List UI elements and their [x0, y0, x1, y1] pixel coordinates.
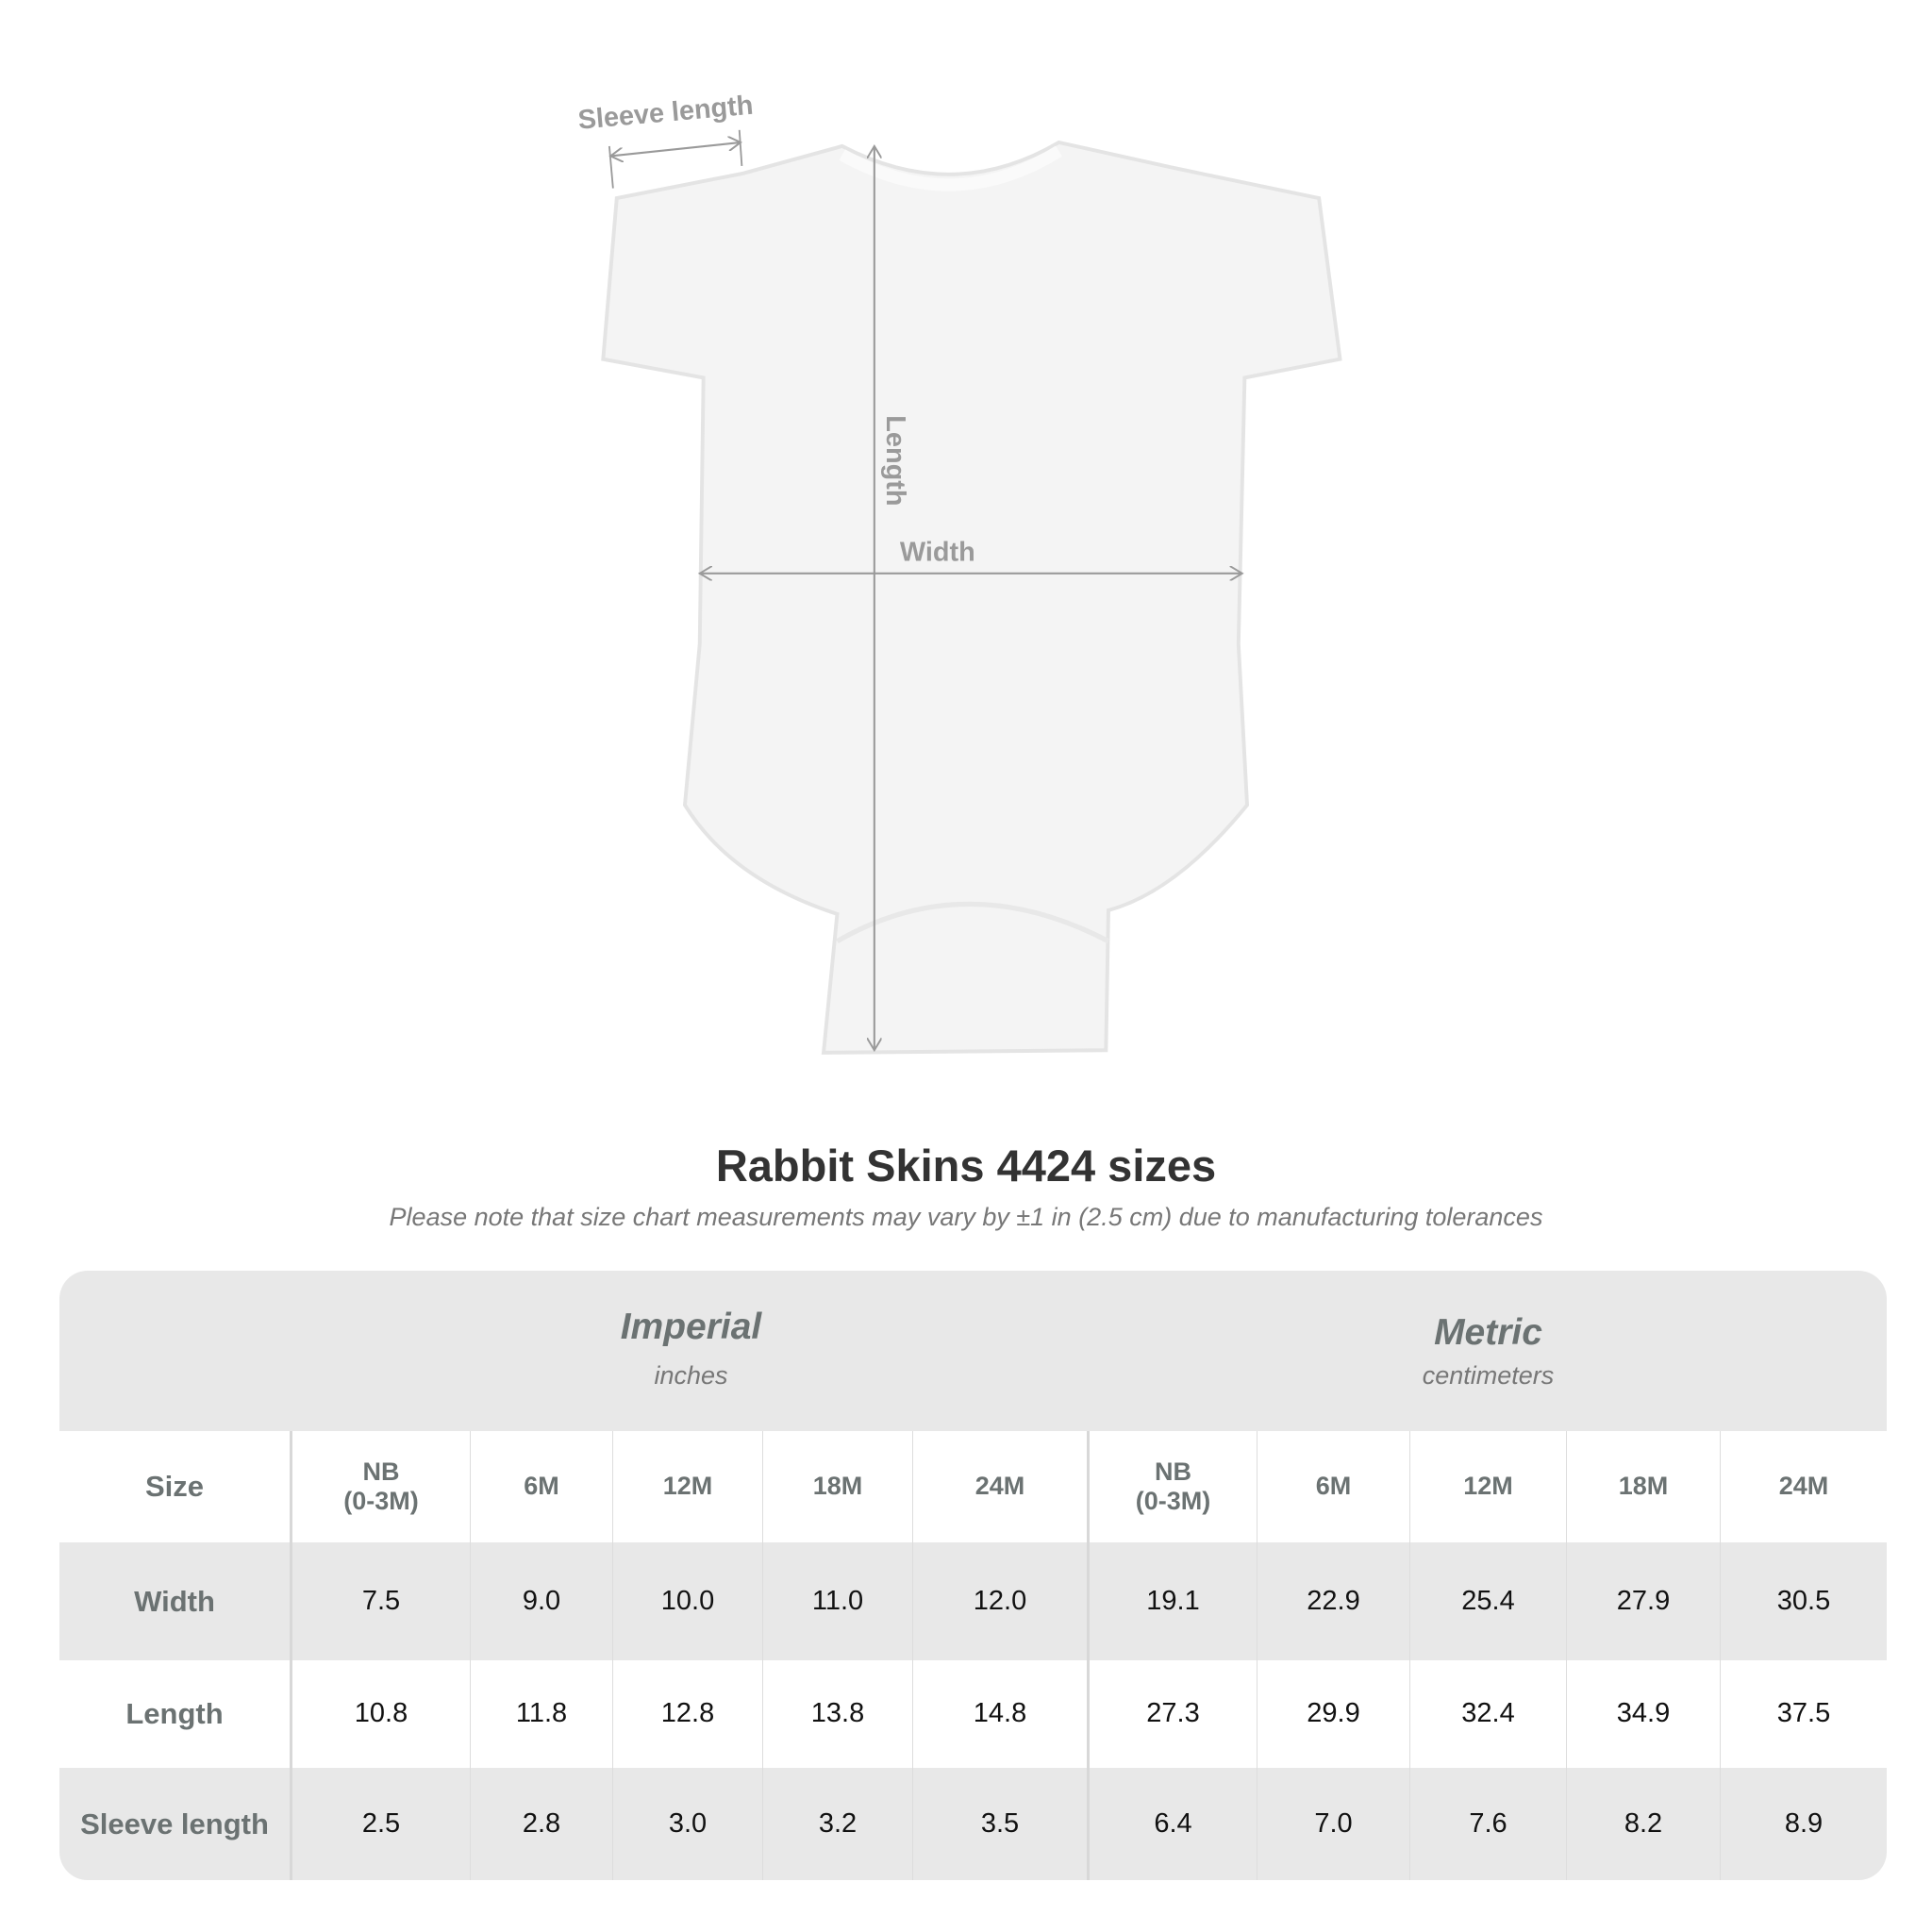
imperial-value: 2.8	[471, 1768, 613, 1880]
metric-value: 6.4	[1090, 1768, 1257, 1880]
size-column-header: 24M	[913, 1431, 1090, 1542]
imperial-value: 12.8	[613, 1660, 763, 1768]
imperial-value: 10.8	[292, 1660, 471, 1768]
row-label: Width	[59, 1542, 292, 1660]
sleeve-tick-right	[738, 129, 743, 166]
metric-unit: centimeters	[1422, 1361, 1555, 1390]
row-label: Length	[59, 1660, 292, 1768]
metric-title: Metric	[1434, 1312, 1542, 1353]
imperial-value: 11.0	[763, 1542, 913, 1660]
onesie-diagram: Sleeve length Length Width	[576, 91, 1342, 1055]
imperial-value: 11.8	[471, 1660, 613, 1768]
onesie-garment	[601, 140, 1342, 1055]
metric-value: 25.4	[1410, 1542, 1567, 1660]
size-column-header: 18M	[1567, 1431, 1721, 1542]
imperial-value: 3.5	[913, 1768, 1090, 1880]
metric-value: 32.4	[1410, 1660, 1567, 1768]
sleeve-length-label: Sleeve length	[576, 91, 754, 136]
imperial-unit: inches	[654, 1361, 728, 1390]
metric-header: Metric centimeters	[1090, 1271, 1887, 1431]
size-column-header: 6M	[1257, 1431, 1410, 1542]
width-label: Width	[900, 538, 975, 568]
size-column-header: NB (0-3M)	[1090, 1431, 1257, 1542]
metric-value: 7.0	[1257, 1768, 1410, 1880]
length-label: Length	[880, 415, 910, 506]
imperial-value: 3.0	[613, 1768, 763, 1880]
row-label: Sleeve length	[59, 1768, 292, 1880]
table-row: Length 10.8 11.8 12.8 13.8 14.8 27.3 29.9 32.4 34…	[59, 1660, 1887, 1768]
size-column-header: 18M	[763, 1431, 913, 1542]
size-column-header: 24M	[1778, 1472, 1829, 1501]
metric-value: 22.9	[1257, 1542, 1410, 1660]
metric-value: 27.9	[1567, 1542, 1721, 1660]
metric-value: 7.6	[1410, 1768, 1567, 1880]
size-column-header: 6M	[471, 1431, 613, 1542]
size-chart-table: Imperial inches Metric centimeters Size N…	[59, 1271, 1887, 1880]
imperial-value: 13.8	[763, 1660, 913, 1768]
size-column-header: 12M	[1410, 1431, 1567, 1542]
size-header-row: Size NB (0-3M) 6M 12M 18M 24M NB (0-3M) 6M 12M 18…	[59, 1431, 1887, 1542]
page-title: Rabbit Skins 4424 sizes	[715, 1141, 1217, 1191]
table-row: Sleeve length 2.5 2.8 3.0 3.2 3.5 6.4 7.0 7.6 8.2…	[59, 1768, 1887, 1880]
size-column-header: NB (0-3M)	[292, 1431, 471, 1542]
imperial-header: Imperial inches	[292, 1271, 1090, 1431]
metric-value: 37.5	[1776, 1698, 1831, 1729]
metric-value: 30.5	[1776, 1585, 1831, 1616]
size-column-header: 12M	[613, 1431, 763, 1542]
imperial-value: 2.5	[292, 1768, 471, 1880]
metric-value: 27.3	[1090, 1660, 1257, 1768]
metric-value: 19.1	[1090, 1542, 1257, 1660]
imperial-value: 12.0	[913, 1542, 1090, 1660]
imperial-value: 9.0	[471, 1542, 613, 1660]
sleeve-arrow	[610, 142, 741, 156]
size-label: Size	[59, 1431, 292, 1542]
metric-value: 8.9	[1784, 1807, 1824, 1839]
metric-value: 29.9	[1257, 1660, 1410, 1768]
metric-value: 8.2	[1567, 1768, 1721, 1880]
table-row: Width 7.5 9.0 10.0 11.0 12.0 19.1 22.9 25.4 27.9 3…	[59, 1542, 1887, 1660]
imperial-title: Imperial	[620, 1307, 762, 1347]
imperial-value: 7.5	[292, 1542, 471, 1660]
tolerance-note: Please note that size chart measurements…	[389, 1203, 1543, 1231]
imperial-value: 10.0	[613, 1542, 763, 1660]
imperial-value: 3.2	[763, 1768, 913, 1880]
metric-value: 34.9	[1567, 1660, 1721, 1768]
imperial-value: 14.8	[913, 1660, 1090, 1768]
sleeve-tick-left	[608, 145, 614, 189]
